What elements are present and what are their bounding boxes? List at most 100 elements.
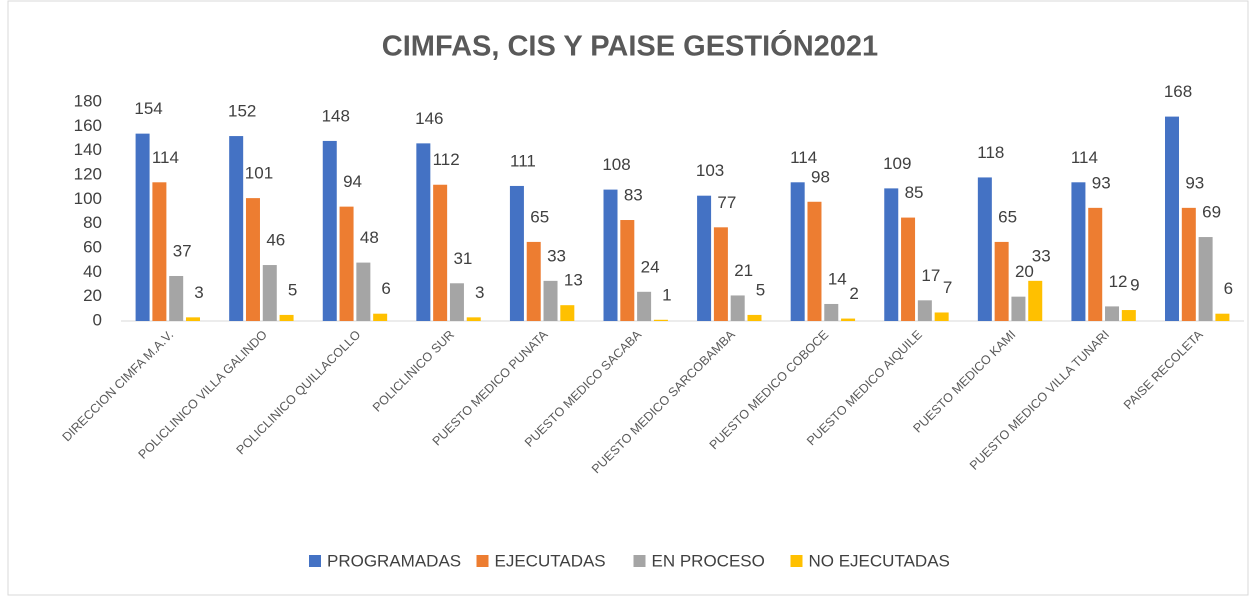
legend-label: EN PROCESO <box>652 551 765 570</box>
data-label: 65 <box>530 207 549 226</box>
bar <box>884 188 899 321</box>
bar <box>185 317 200 321</box>
bar <box>1088 207 1103 321</box>
bar <box>416 143 431 321</box>
data-label: 33 <box>1032 246 1051 265</box>
bar <box>152 182 167 321</box>
data-label: 31 <box>453 249 472 268</box>
data-label: 94 <box>343 172 362 191</box>
bar <box>169 275 184 321</box>
bar <box>1071 182 1086 321</box>
data-label: 6 <box>381 279 390 298</box>
data-label: 2 <box>849 284 858 303</box>
bar <box>841 318 856 321</box>
bar <box>322 140 337 321</box>
data-label: 154 <box>134 99 162 118</box>
data-label: 103 <box>696 161 724 180</box>
data-label: 24 <box>641 257 660 276</box>
data-label: 37 <box>173 241 192 260</box>
y-tick-label: 100 <box>74 189 102 208</box>
data-label: 33 <box>547 246 566 265</box>
data-label: 17 <box>921 266 940 285</box>
bar <box>135 133 150 321</box>
chart-title: CIMFAS, CIS Y PAISE GESTIÓN2021 <box>382 29 878 63</box>
bar <box>356 262 371 321</box>
bar <box>1121 310 1136 321</box>
bar <box>543 280 558 321</box>
bar <box>934 312 949 321</box>
data-label: 152 <box>228 102 256 121</box>
bar <box>620 220 635 321</box>
bar <box>433 184 448 321</box>
bar <box>1105 306 1120 321</box>
data-label: 93 <box>1092 173 1111 192</box>
bar <box>279 314 294 321</box>
data-label: 114 <box>790 148 817 167</box>
bar <box>1165 116 1180 321</box>
bar <box>1011 296 1026 321</box>
data-label: 146 <box>415 109 443 128</box>
y-tick-label: 20 <box>83 286 102 305</box>
data-label: 69 <box>1202 203 1221 222</box>
bar <box>1198 237 1213 321</box>
y-tick-label: 160 <box>74 116 102 135</box>
bar <box>1215 313 1230 321</box>
bar <box>262 265 277 321</box>
bar <box>509 185 524 321</box>
data-label: 101 <box>245 164 273 183</box>
data-label: 21 <box>734 261 753 280</box>
data-label: 6 <box>1224 279 1233 298</box>
data-label: 168 <box>1164 82 1192 101</box>
data-label: 20 <box>1015 262 1034 281</box>
data-label: 83 <box>624 186 643 205</box>
legend-label: PROGRAMADAS <box>327 551 461 570</box>
bar <box>339 206 354 321</box>
bar <box>917 300 932 321</box>
data-label: 118 <box>977 143 1004 162</box>
bar <box>229 136 244 321</box>
y-tick-label: 120 <box>74 164 102 183</box>
data-label: 111 <box>510 151 536 170</box>
y-tick-label: 80 <box>83 213 102 232</box>
data-label: 109 <box>883 154 911 173</box>
data-label: 5 <box>756 280 765 299</box>
data-label: 65 <box>998 207 1017 226</box>
bar <box>901 217 916 321</box>
data-label: 13 <box>564 271 583 290</box>
bar <box>977 177 992 321</box>
bar <box>1028 280 1043 321</box>
data-label: 77 <box>717 193 736 212</box>
y-tick-label: 0 <box>93 310 102 329</box>
data-label: 3 <box>194 283 203 302</box>
data-label: 14 <box>828 269 847 288</box>
legend-swatch <box>476 555 489 567</box>
bar <box>466 317 481 321</box>
bar <box>994 241 1009 321</box>
data-label: 98 <box>811 167 830 186</box>
data-label: 108 <box>602 155 630 174</box>
bar <box>560 305 575 321</box>
bar <box>730 295 745 321</box>
legend-label: EJECUTADAS <box>495 551 606 570</box>
data-label: 85 <box>905 183 924 202</box>
data-label: 3 <box>475 283 484 302</box>
bar <box>603 189 618 321</box>
data-label: 5 <box>288 280 297 299</box>
data-label: 9 <box>1130 276 1139 295</box>
bar <box>747 314 762 321</box>
data-label: 1 <box>662 285 671 304</box>
bar <box>1181 207 1196 321</box>
y-tick-label: 180 <box>74 91 102 110</box>
bar <box>697 195 712 321</box>
y-tick-label: 60 <box>83 237 102 256</box>
legend-swatch <box>309 555 321 567</box>
data-label: 12 <box>1109 272 1128 291</box>
bar <box>713 227 728 321</box>
data-label: 7 <box>943 278 952 297</box>
y-tick-label: 140 <box>74 140 102 159</box>
y-tick-label: 40 <box>83 262 102 281</box>
bar <box>245 198 260 321</box>
legend-label: NO EJECUTADAS <box>809 551 950 570</box>
bar <box>637 291 652 321</box>
